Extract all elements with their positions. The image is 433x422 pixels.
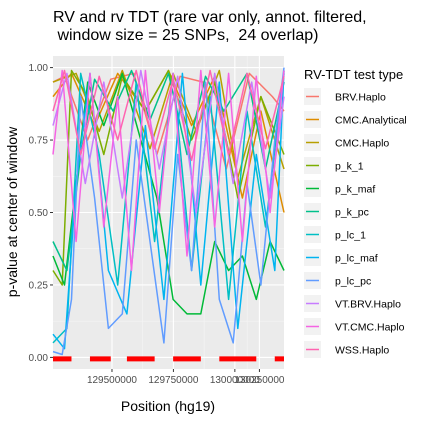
chart-title-line-1: RV and rv TDT (rare var only, annot. fil… <box>53 9 367 26</box>
legend-label: VT.CMC.Haplo <box>335 322 405 334</box>
legend-label: WSS.Haplo <box>335 345 389 357</box>
legend-label: CMC.Haplo <box>335 138 389 150</box>
legend-label: BRV.Haplo <box>335 92 386 104</box>
legend-label: p_lc_1 <box>335 230 366 242</box>
y-tick-label: 0.75 <box>29 136 49 147</box>
legend-label: CMC.Analytical <box>335 115 407 127</box>
legend-title: RV-TDT test type <box>304 67 403 82</box>
x-tick-label: 130000000 <box>210 375 260 386</box>
chart-title-line-2: window size = 25 SNPs, 24 overlap) <box>53 27 318 44</box>
series-line-VT.CMC.Haplo <box>52 69 285 272</box>
y-tick-label: 0.25 <box>29 280 49 291</box>
series-layer <box>52 67 285 356</box>
y-tick-label: 0.00 <box>29 353 49 364</box>
y-tick-label: 0.50 <box>29 208 49 219</box>
legend-label: p_k_pc <box>335 207 369 219</box>
legend-label: p_k_maf <box>335 184 375 196</box>
legend-label: p_lc_maf <box>335 253 378 265</box>
y-tick-label: 1.00 <box>29 63 49 74</box>
legend-label: VT.BRV.Haplo <box>335 299 401 311</box>
series-line-p_lc_maf <box>52 70 285 350</box>
legend-label: p_lc_pc <box>335 276 371 288</box>
y-axis-ticks: 0.00 0.25 0.50 0.75 1.00 <box>29 63 53 364</box>
y-axis-title: p-value at center of window <box>4 126 20 297</box>
x-tick-label: 129750000 <box>148 375 198 386</box>
series-line-WSS.Haplo <box>52 69 285 162</box>
legend: BRV.Haplo CMC.Analytical CMC.Haplo p_k_1 p_k… <box>304 88 407 358</box>
x-axis-title: Position (hg19) <box>121 398 215 414</box>
series-line-p_lc_1 <box>52 72 285 344</box>
x-tick-label: 130250000 <box>234 375 284 386</box>
x-tick-label: 129500000 <box>87 375 137 386</box>
legend-label: p_k_1 <box>335 161 364 173</box>
